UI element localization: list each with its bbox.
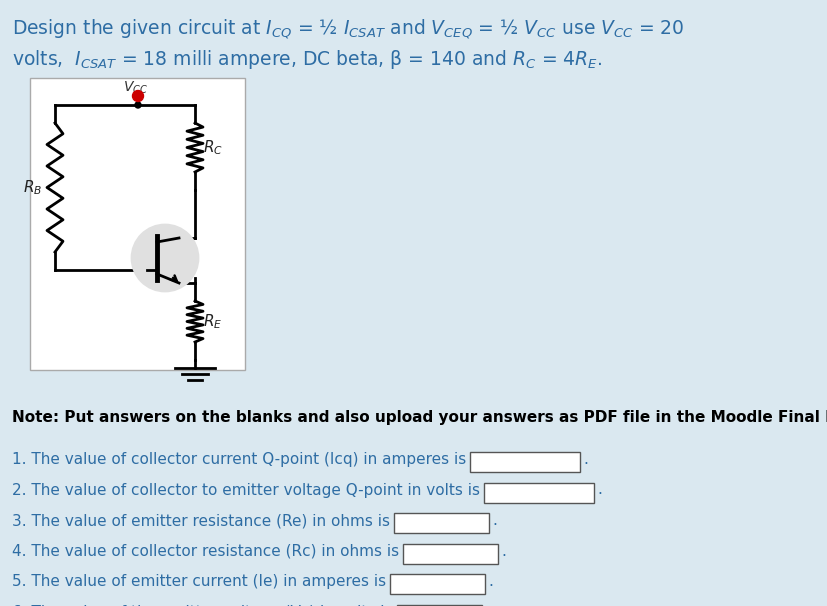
Bar (390, 574, 485, 594)
Text: $\mathit{V}_{CC}$: $\mathit{V}_{CC}$ (123, 80, 148, 96)
Text: volts,  $\mathit{I}_{CSAT}$ = 18 milli ampere, DC beta, β = 140 and $\mathit{R}_: volts, $\mathit{I}_{CSAT}$ = 18 milli am… (12, 48, 602, 71)
Text: $R_C$: $R_C$ (203, 138, 222, 157)
Text: 6. The value of the emitter voltage (Ve) in volts is: 6. The value of the emitter voltage (Ve)… (12, 605, 392, 606)
Circle shape (132, 90, 143, 101)
Text: .: . (484, 605, 489, 606)
Bar (396, 605, 481, 606)
Text: .: . (488, 574, 492, 589)
Bar (394, 513, 489, 533)
Text: 5. The value of emitter current (Ie) in amperes is: 5. The value of emitter current (Ie) in … (12, 574, 385, 589)
Text: .: . (500, 544, 505, 559)
Text: 4. The value of collector resistance (Rc) in ohms is: 4. The value of collector resistance (Rc… (12, 544, 399, 559)
Text: 2. The value of collector to emitter voltage Q-point in volts is: 2. The value of collector to emitter vol… (12, 482, 480, 498)
Text: $R_E$: $R_E$ (203, 312, 222, 331)
Bar (403, 544, 498, 564)
Bar (470, 452, 580, 472)
Circle shape (135, 102, 141, 108)
Text: .: . (582, 452, 587, 467)
Text: $R_B$: $R_B$ (23, 178, 42, 197)
Text: 1. The value of collector current Q-point (Icq) in amperes is: 1. The value of collector current Q-poin… (12, 452, 466, 467)
Text: .: . (491, 513, 496, 528)
Text: Design the given circuit at $\mathit{I}_{CQ}$ = ½ $\mathit{I}_{CSAT}$ and $\math: Design the given circuit at $\mathit{I}_… (12, 18, 684, 41)
Text: Note: Put answers on the blanks and also upload your answers as PDF file in the : Note: Put answers on the blanks and also… (12, 410, 827, 425)
Circle shape (131, 225, 198, 291)
Text: 3. The value of emitter resistance (Re) in ohms is: 3. The value of emitter resistance (Re) … (12, 513, 390, 528)
Bar (484, 482, 593, 502)
Bar (30, 78, 245, 370)
Text: .: . (596, 482, 601, 498)
